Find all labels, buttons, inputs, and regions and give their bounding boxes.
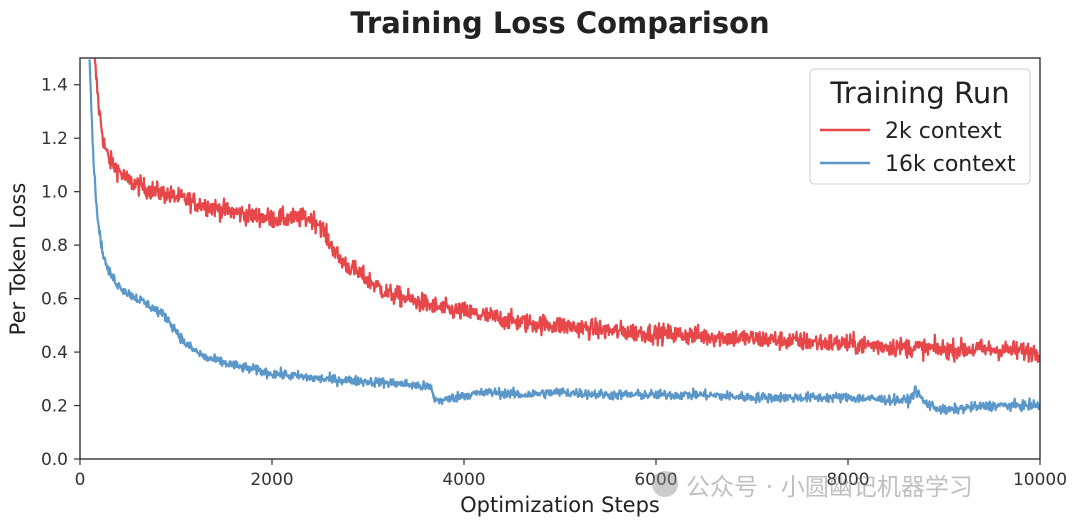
y-axis-label: Per Token Loss [6, 183, 30, 336]
x-tick-label: 0 [75, 470, 86, 490]
plot-frame [79, 57, 1041, 460]
legend: Training Run 2k context 16k context [809, 68, 1031, 185]
legend-frame [809, 68, 1031, 185]
y-tick-label: 0.2 [41, 397, 68, 417]
series-layer [88, 58, 1040, 415]
y-tick-label: 1.4 [41, 76, 68, 96]
y-tick-label: 0.4 [41, 343, 68, 363]
legend-entries: 2k context 16k context [820, 119, 1016, 177]
x-tick-label: 2000 [250, 470, 293, 490]
x-tick-label: 8000 [826, 470, 869, 490]
x-tick-label: 10000 [1013, 470, 1067, 490]
legend-title: Training Run [829, 76, 1009, 110]
series-line-0 [93, 58, 1040, 363]
axes-layer: 0 2000 4000 6000 8000 10000 0.0 0.2 0.4 0.6 0.8 1.0… [41, 57, 1067, 490]
y-tick-label: 0.8 [41, 236, 68, 256]
legend-label: 2k context [885, 119, 1002, 144]
y-tick-label: 1.0 [41, 183, 68, 203]
x-axis-label: Optimization Steps [460, 493, 660, 517]
x-tick-label: 6000 [634, 470, 677, 490]
chart-title: Training Loss Comparison [350, 6, 769, 40]
legend-label: 16k context [885, 152, 1016, 177]
y-tick-label: 0.0 [41, 450, 68, 470]
x-tick-label: 4000 [442, 470, 485, 490]
y-tick-label: 1.2 [41, 129, 68, 149]
y-tick-label: 0.6 [41, 290, 68, 310]
series-line-1 [88, 59, 1040, 415]
